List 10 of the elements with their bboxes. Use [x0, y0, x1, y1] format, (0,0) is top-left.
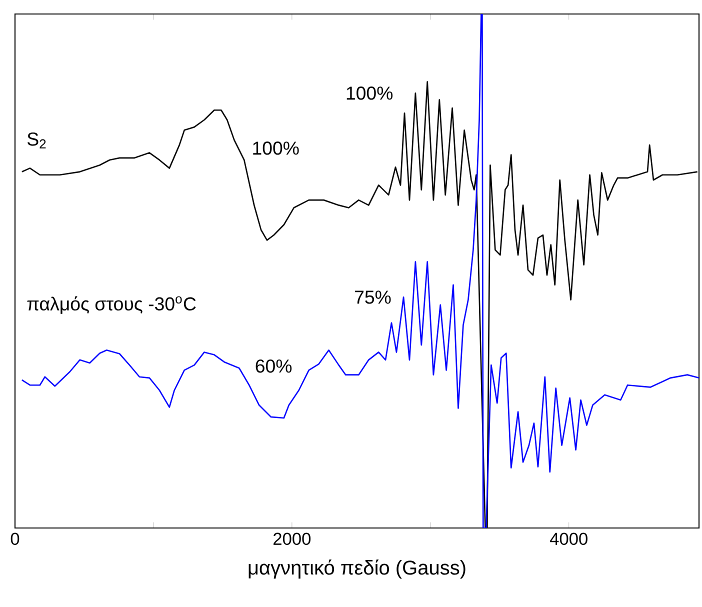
annotation: 100%	[253, 142, 299, 155]
text: παλμός στους -30$^{o}$C	[27, 296, 196, 314]
x-tick-label: 0	[10, 532, 20, 545]
x-tick-label: 4000	[550, 532, 588, 545]
x-tick-label: 2000	[274, 532, 311, 545]
annotation: 75%	[355, 290, 391, 304]
annotation: 60%	[256, 359, 292, 373]
x-axis-title: μαγνητικό πεδίο (Gauss)	[248, 559, 466, 579]
annotation: 100%	[346, 86, 393, 100]
series-label: S$_{2}$	[27, 132, 46, 148]
